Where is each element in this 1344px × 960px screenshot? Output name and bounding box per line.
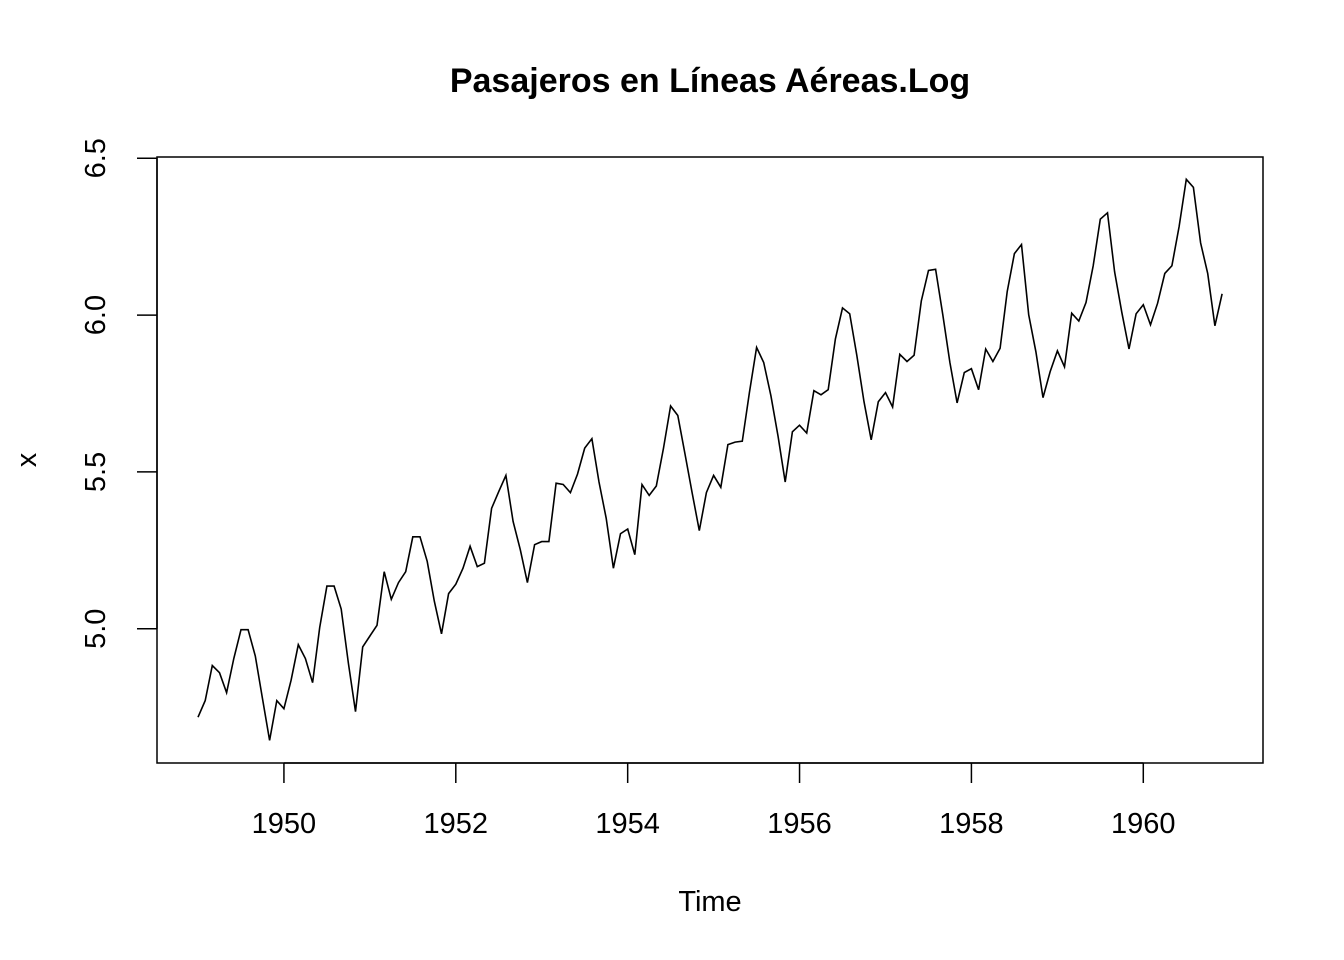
x-tick-label: 1960 — [1111, 808, 1176, 840]
y-tick-label: 6.5 — [80, 138, 112, 178]
chart-title: Pasajeros en Líneas Aéreas.Log — [450, 62, 970, 100]
x-tick-label: 1958 — [939, 808, 1004, 840]
y-tick-label: 5.5 — [80, 452, 112, 492]
y-axis-label: x — [11, 452, 43, 467]
x-tick-label: 1956 — [767, 808, 832, 840]
y-tick-label: 6.0 — [80, 295, 112, 335]
x-tick-label: 1954 — [595, 808, 660, 840]
x-axis-label: Time — [678, 886, 741, 918]
x-axis: 1950 1952 1954 1956 1958 1960 — [252, 762, 1176, 840]
plot-box — [156, 156, 1264, 764]
series-line-x — [197, 177, 1223, 741]
y-axis: 5.0 5.5 6.0 6.5 — [80, 138, 158, 649]
x-tick-label: 1952 — [424, 808, 489, 840]
x-tick-label: 1950 — [252, 808, 317, 840]
y-tick-label: 5.0 — [80, 609, 112, 649]
